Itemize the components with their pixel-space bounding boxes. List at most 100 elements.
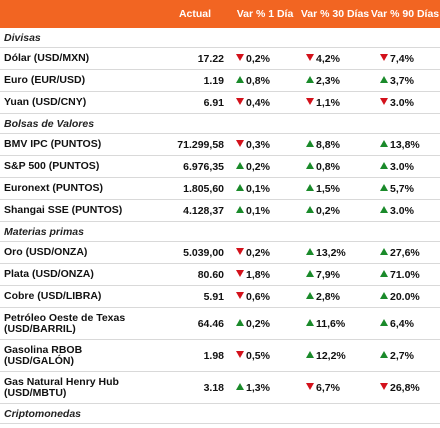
triangle-down-icon — [236, 140, 244, 148]
change-v1: 0,1% — [230, 183, 300, 195]
change-value: 0,5% — [246, 349, 270, 362]
change-value: 1,1% — [316, 96, 340, 109]
instrument-name: Shangai SSE (PUNTOS) — [4, 204, 123, 216]
instrument-name: Cobre (USD/LIBRA) — [4, 290, 102, 302]
change-v90: 6,4% — [370, 318, 440, 330]
triangle-up-icon — [236, 319, 244, 327]
change-v30: 0,8% — [300, 161, 370, 173]
change-value: 0,6% — [246, 290, 270, 303]
change-value: 71.0% — [390, 268, 420, 281]
actual-value: 3.18 — [203, 381, 224, 394]
change-value: 2,7% — [390, 349, 414, 362]
table-row: Bitcoin (USD)69.216,151,3%25,2%22,5% — [0, 424, 440, 428]
triangle-down-icon — [236, 351, 244, 359]
change-v90: 27,6% — [370, 247, 440, 259]
change-value: 3.0% — [390, 160, 414, 173]
change-value: 0,8% — [316, 160, 340, 173]
header-var-90-days: Var % 90 Días — [370, 8, 440, 20]
instrument-name: Gas Natural Henry Hub (USD/MBTU) — [4, 375, 119, 399]
triangle-up-icon — [236, 206, 244, 214]
triangle-up-icon — [306, 319, 314, 327]
triangle-up-icon — [306, 184, 314, 192]
triangle-up-icon — [380, 76, 388, 84]
change-v1: 0,2% — [230, 161, 300, 173]
triangle-up-icon — [236, 76, 244, 84]
actual-value: 1.98 — [203, 349, 224, 362]
change-value: 3.0% — [390, 96, 414, 109]
change-value: 2,8% — [316, 290, 340, 303]
triangle-up-icon — [306, 270, 314, 278]
actual-value: 1.19 — [203, 74, 224, 87]
table-row: Euronext (PUNTOS) 1.805,60 0,1% 1,5% 5,7% — [0, 178, 440, 200]
triangle-down-icon — [236, 270, 244, 278]
change-v1: 0,2% — [230, 247, 300, 259]
instrument-name: Gasolina RBOB (USD/GALÓN) — [4, 343, 83, 367]
change-v90: 3.0% — [370, 97, 440, 109]
change-v90: 7,4% — [370, 53, 440, 65]
table-row: Dólar (USD/MXN) 17.22 0,2% 4,2% 7,4% — [0, 48, 440, 70]
change-v30: 1,5% — [300, 183, 370, 195]
instrument-name: Euro (EUR/USD) — [4, 74, 86, 86]
instrument-name: Plata (USD/ONZA) — [4, 268, 94, 280]
section-title: Divisas — [0, 28, 440, 48]
change-v30: 11,6% — [300, 318, 370, 330]
triangle-up-icon — [380, 292, 388, 300]
triangle-up-icon — [380, 162, 388, 170]
change-value: 0,8% — [246, 74, 270, 87]
triangle-up-icon — [306, 351, 314, 359]
change-v30: 13,2% — [300, 247, 370, 259]
change-v30: 0,2% — [300, 205, 370, 217]
change-v30: 7,9% — [300, 269, 370, 281]
change-v1: 0,6% — [230, 291, 300, 303]
change-value: 0,2% — [246, 160, 270, 173]
triangle-down-icon — [236, 248, 244, 256]
section-title: Criptomonedas — [0, 404, 440, 424]
change-value: 1,8% — [246, 268, 270, 281]
change-value: 1,5% — [316, 182, 340, 195]
change-v90: 3.0% — [370, 161, 440, 173]
triangle-down-icon — [236, 54, 244, 62]
instrument-name: Yuan (USD/CNY) — [4, 96, 87, 108]
change-v90: 71.0% — [370, 269, 440, 281]
change-value: 12,2% — [316, 349, 346, 362]
table-row: Yuan (USD/CNY) 6.91 0,4% 1,1% 3.0% — [0, 92, 440, 114]
change-v90: 2,7% — [370, 350, 440, 362]
instrument-name: BMV IPC (PUNTOS) — [4, 138, 102, 150]
table-body: Divisas Dólar (USD/MXN) 17.22 0,2% 4,2% 7,4% E… — [0, 28, 440, 428]
table-row: Petróleo Oeste de Texas (USD/BARRIL) 64.4… — [0, 308, 440, 340]
triangle-down-icon — [236, 98, 244, 106]
change-v30: 8,8% — [300, 139, 370, 151]
triangle-down-icon — [236, 292, 244, 300]
section-title: Materias primas — [0, 222, 440, 242]
triangle-up-icon — [380, 184, 388, 192]
triangle-up-icon — [380, 270, 388, 278]
change-value: 20.0% — [390, 290, 420, 303]
change-value: 2,3% — [316, 74, 340, 87]
triangle-down-icon — [380, 98, 388, 106]
triangle-up-icon — [306, 140, 314, 148]
change-v1: 0,2% — [230, 53, 300, 65]
change-value: 1,3% — [246, 381, 270, 394]
triangle-up-icon — [380, 206, 388, 214]
table-row: Shangai SSE (PUNTOS) 4.128,37 0,1% 0,2% 3.0% — [0, 200, 440, 222]
table-row: Plata (USD/ONZA) 80.60 1,8% 7,9% 71.0% — [0, 264, 440, 286]
triangle-up-icon — [306, 76, 314, 84]
change-v1: 0,8% — [230, 75, 300, 87]
change-v1: 0,1% — [230, 205, 300, 217]
change-v1: 1,8% — [230, 269, 300, 281]
change-value: 13,2% — [316, 246, 346, 259]
change-value: 11,6% — [316, 317, 346, 330]
change-value: 0,2% — [246, 52, 270, 65]
instrument-name: Euronext (PUNTOS) — [4, 182, 103, 194]
triangle-down-icon — [306, 54, 314, 62]
change-v1: 1,3% — [230, 382, 300, 394]
actual-value: 4.128,37 — [183, 204, 224, 217]
actual-value: 5.91 — [203, 290, 224, 303]
instrument-name: Oro (USD/ONZA) — [4, 246, 88, 258]
actual-value: 17.22 — [197, 52, 224, 65]
actual-value: 6.91 — [203, 96, 224, 109]
change-value: 7,9% — [316, 268, 340, 281]
change-value: 5,7% — [390, 182, 414, 195]
triangle-up-icon — [306, 206, 314, 214]
